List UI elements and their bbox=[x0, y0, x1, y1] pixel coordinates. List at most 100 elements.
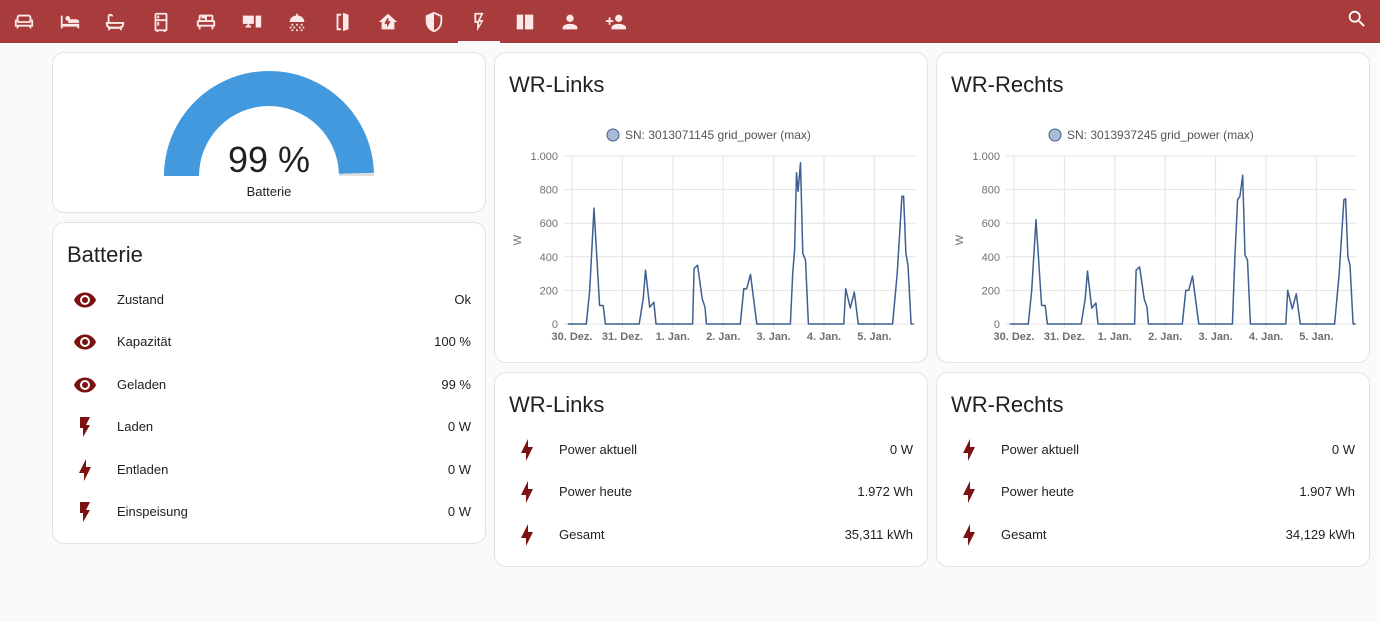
x-tick-label: 3. Jan. bbox=[1198, 331, 1232, 343]
y-tick-label: 1.000 bbox=[530, 151, 558, 163]
entity-row[interactable]: Power aktuell 0 W bbox=[937, 435, 1369, 465]
x-tick-label: 4. Jan. bbox=[1249, 331, 1283, 343]
entity-state: 0 W bbox=[889, 442, 913, 457]
entity-state: 0 W bbox=[447, 419, 471, 435]
x-tick-label: 4. Jan. bbox=[807, 331, 841, 343]
door-icon bbox=[336, 12, 348, 31]
nav-tab-account[interactable] bbox=[548, 0, 592, 43]
entity-row[interactable]: Gesamt 35,311 kWh bbox=[495, 520, 927, 550]
history-chart[interactable]: 0 200 400 600 800 1.000 30. Dez. 31. Dez. 1. Jan… bbox=[937, 121, 1371, 361]
entity-row[interactable]: Power heute 1.907 Wh bbox=[937, 477, 1369, 507]
entity-name: Laden bbox=[117, 419, 154, 435]
entity-name: Power heute bbox=[559, 484, 632, 500]
bed-icon bbox=[60, 15, 79, 28]
entity-row[interactable]: Zustand Ok bbox=[53, 285, 485, 315]
entity-state: 1.907 Wh bbox=[1299, 484, 1355, 500]
x-tick-label: 31. Dez. bbox=[602, 331, 643, 343]
nav-tab-bathtub[interactable] bbox=[93, 0, 137, 43]
entity-row[interactable]: Einspeisung 0 W bbox=[53, 497, 485, 527]
legend-label[interactable]: SN: 3013071145 grid_power (max) bbox=[625, 128, 811, 142]
entity-row[interactable]: Gesamt 34,129 kWh bbox=[937, 520, 1369, 550]
entity-row[interactable]: Laden 0 W bbox=[53, 412, 485, 442]
legend-marker bbox=[606, 128, 620, 142]
nav-tab-account-box[interactable] bbox=[503, 0, 547, 43]
y-tick-label: 1.000 bbox=[972, 151, 1000, 163]
search-button[interactable] bbox=[1344, 6, 1370, 32]
entity-name: Gesamt bbox=[559, 526, 605, 542]
nav-tab-sofa[interactable] bbox=[2, 0, 46, 43]
entity-state: 0 W bbox=[1331, 442, 1355, 457]
nav-tab-flash-outline[interactable] bbox=[457, 0, 501, 43]
nav-tab-desktop-tower[interactable] bbox=[230, 0, 274, 43]
nav-tab-door[interactable] bbox=[321, 0, 365, 43]
wr-links-entities-card: WR-Links Power aktuell 0 W Power heute 1… bbox=[494, 372, 928, 567]
entity-name: Gesamt bbox=[1001, 526, 1047, 542]
x-tick-label: 3. Jan. bbox=[756, 331, 790, 343]
gauge-value: 99 % bbox=[227, 139, 311, 180]
y-tick-label: 400 bbox=[540, 252, 558, 264]
legend-label[interactable]: SN: 3013937245 grid_power (max) bbox=[1067, 128, 1254, 142]
card-title: WR-Links bbox=[509, 72, 605, 97]
entity-name: Power heute bbox=[1001, 484, 1074, 500]
lightning-bolt-icon bbox=[957, 438, 981, 462]
entity-row[interactable]: Power aktuell 0 W bbox=[495, 435, 927, 465]
y-tick-label: 800 bbox=[982, 185, 1000, 197]
flash-icon bbox=[73, 415, 97, 439]
y-tick-label: 200 bbox=[540, 285, 558, 297]
search-icon bbox=[1348, 10, 1365, 27]
entity-state: 100 % bbox=[434, 334, 471, 350]
shower-icon bbox=[289, 13, 305, 31]
entity-row[interactable]: Power heute 1.972 Wh bbox=[495, 477, 927, 507]
gauge-fill bbox=[164, 70, 374, 176]
nav-tab-home-lightning[interactable] bbox=[366, 0, 410, 43]
nav-tab-bed[interactable] bbox=[48, 0, 92, 43]
card-title: WR-Rechts bbox=[951, 392, 1064, 417]
x-tick-label: 30. Dez. bbox=[994, 331, 1035, 343]
nav-tab-account-plus[interactable] bbox=[594, 0, 638, 43]
nav-tab-shower[interactable] bbox=[275, 0, 319, 43]
y-axis-label: W bbox=[954, 234, 966, 245]
battery-entities-card: Batterie Zustand Ok Kapazität 100 % Gela… bbox=[52, 222, 486, 544]
eye-icon bbox=[73, 330, 97, 354]
y-tick-label: 200 bbox=[982, 285, 1000, 297]
lightning-bolt-icon bbox=[515, 523, 539, 547]
x-tick-label: 31. Dez. bbox=[1044, 331, 1085, 343]
x-tick-label: 1. Jan. bbox=[656, 331, 690, 343]
y-tick-label: 600 bbox=[540, 218, 558, 230]
wr-rechts-entities-card: WR-Rechts Power aktuell 0 W Power heute … bbox=[936, 372, 1370, 567]
account-icon bbox=[562, 14, 578, 29]
nav-tab-bed-double[interactable] bbox=[184, 0, 228, 43]
x-tick-label: 1. Jan. bbox=[1098, 331, 1132, 343]
entity-name: Entladen bbox=[117, 461, 169, 477]
x-tick-label: 5. Jan. bbox=[1299, 331, 1333, 343]
entity-row[interactable]: Geladen 99 % bbox=[53, 370, 485, 400]
entity-row[interactable]: Entladen 0 W bbox=[53, 455, 485, 485]
entity-row[interactable]: Kapazität 100 % bbox=[53, 327, 485, 357]
flash-outline-icon bbox=[474, 12, 484, 31]
x-tick-label: 2. Jan. bbox=[1148, 331, 1182, 343]
battery-gauge-card[interactable]: 99 % Batterie bbox=[52, 52, 486, 213]
y-tick-label: 600 bbox=[982, 218, 1000, 230]
x-tick-label: 5. Jan. bbox=[857, 331, 891, 343]
eye-icon bbox=[73, 288, 97, 312]
y-tick-label: 0 bbox=[994, 319, 1000, 331]
lightning-bolt-icon bbox=[515, 438, 539, 462]
eye-icon bbox=[73, 373, 97, 397]
history-chart[interactable]: 0 200 400 600 800 1.000 30. Dez. 31. Dez. 1. Jan… bbox=[495, 121, 929, 361]
x-tick-label: 30. Dez. bbox=[552, 331, 593, 343]
nav-tab-fridge[interactable] bbox=[139, 0, 183, 43]
entity-name: Power aktuell bbox=[559, 442, 638, 457]
y-tick-label: 0 bbox=[552, 319, 558, 331]
entity-name: Power aktuell bbox=[1001, 442, 1080, 457]
card-title: WR-Rechts bbox=[951, 72, 1064, 97]
entity-name: Kapazität bbox=[117, 334, 172, 350]
entity-state: 0 W bbox=[447, 461, 471, 477]
lightning-bolt-icon bbox=[515, 480, 539, 504]
home-lightning-icon bbox=[378, 13, 398, 29]
lightning-bolt-icon bbox=[73, 458, 97, 482]
account-plus-icon bbox=[605, 14, 626, 29]
nav-tab-shield-half[interactable] bbox=[412, 0, 456, 43]
entity-state: 0 W bbox=[447, 504, 471, 519]
legend-marker bbox=[1048, 128, 1062, 142]
desktop-tower-icon bbox=[242, 15, 261, 27]
